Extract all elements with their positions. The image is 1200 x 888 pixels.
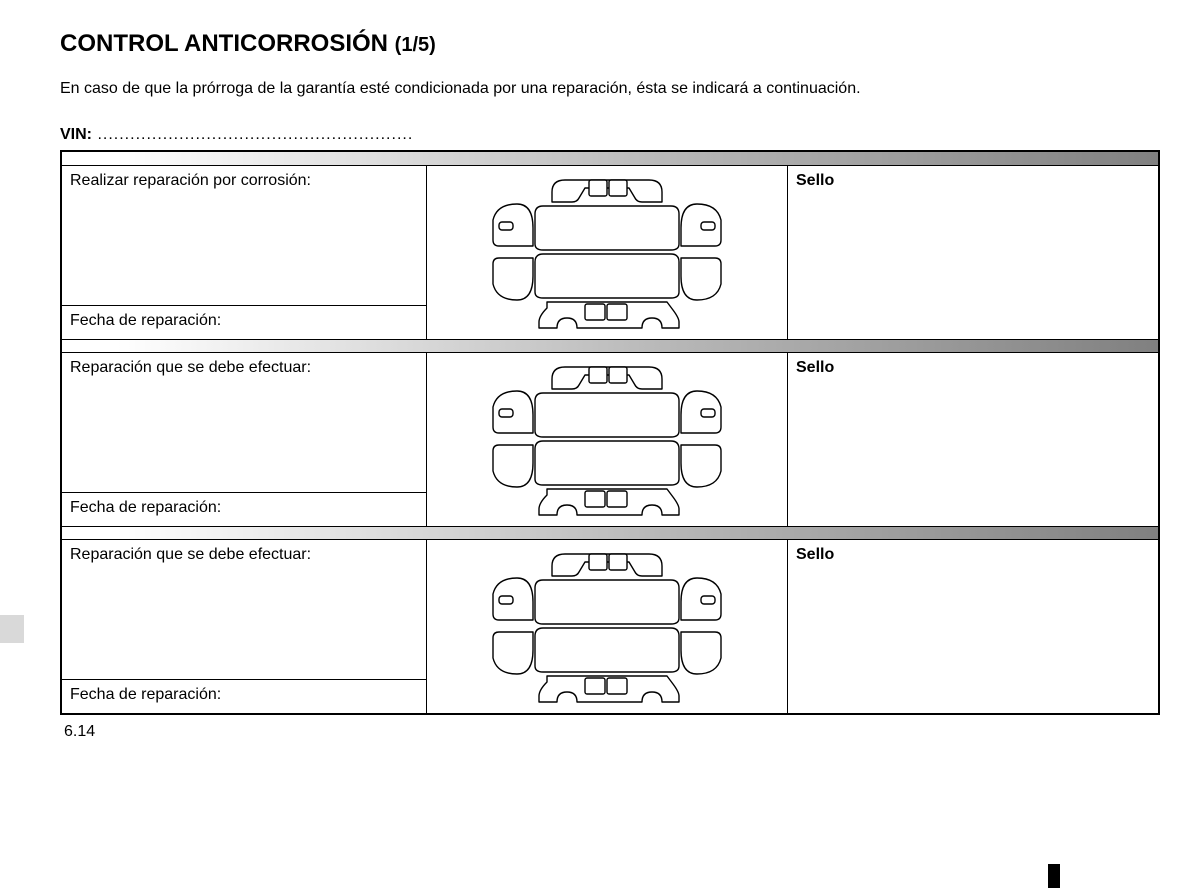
repair-label-cell: Reparación que se debe efectuar: bbox=[62, 353, 427, 492]
table-row: Realizar reparación por corrosión: Fecha… bbox=[62, 166, 1158, 339]
repair-label-cell: Realizar reparación por corrosión: bbox=[62, 166, 427, 305]
separator-bar bbox=[62, 152, 1158, 166]
stamp-cell: Sello bbox=[788, 166, 1158, 339]
left-column: Reparación que se debe efectuar: Fecha d… bbox=[62, 540, 427, 713]
vin-label: VIN: bbox=[60, 126, 92, 143]
left-column: Reparación que se debe efectuar: Fecha d… bbox=[62, 353, 427, 526]
page-title: CONTROL ANTICORROSIÓN (1/5) bbox=[60, 30, 1160, 58]
car-unfold-icon bbox=[457, 544, 757, 709]
diagram-cell bbox=[427, 540, 788, 713]
table-row: Reparación que se debe efectuar: Fecha d… bbox=[62, 540, 1158, 713]
left-column: Realizar reparación por corrosión: Fecha… bbox=[62, 166, 427, 339]
date-label-cell: Fecha de reparación: bbox=[62, 305, 427, 339]
stamp-cell: Sello bbox=[788, 540, 1158, 713]
separator-bar bbox=[62, 526, 1158, 540]
vin-dots: ........................................… bbox=[92, 126, 413, 143]
document-page: CONTROL ANTICORROSIÓN (1/5) En caso de q… bbox=[0, 0, 1200, 761]
diagram-cell bbox=[427, 166, 788, 339]
intro-paragraph: En caso de que la prórroga de la garantí… bbox=[60, 80, 1160, 98]
stamp-cell: Sello bbox=[788, 353, 1158, 526]
car-unfold-icon bbox=[457, 170, 757, 335]
date-label-cell: Fecha de reparación: bbox=[62, 492, 427, 526]
car-unfold-icon bbox=[457, 357, 757, 522]
title-main: CONTROL ANTICORROSIÓN bbox=[60, 30, 388, 57]
records-table: Realizar reparación por corrosión: Fecha… bbox=[60, 150, 1160, 715]
repair-label-cell: Reparación que se debe efectuar: bbox=[62, 540, 427, 679]
separator-bar bbox=[62, 339, 1158, 353]
title-page-indicator: (1/5) bbox=[395, 34, 436, 56]
side-crop-mark bbox=[0, 615, 24, 643]
date-label-cell: Fecha de reparación: bbox=[62, 679, 427, 713]
page-number: 6.14 bbox=[64, 723, 1160, 741]
vin-line: VIN: ...................................… bbox=[60, 126, 1160, 144]
bottom-crop-mark bbox=[1048, 864, 1060, 888]
diagram-cell bbox=[427, 353, 788, 526]
table-row: Reparación que se debe efectuar: Fecha d… bbox=[62, 353, 1158, 526]
